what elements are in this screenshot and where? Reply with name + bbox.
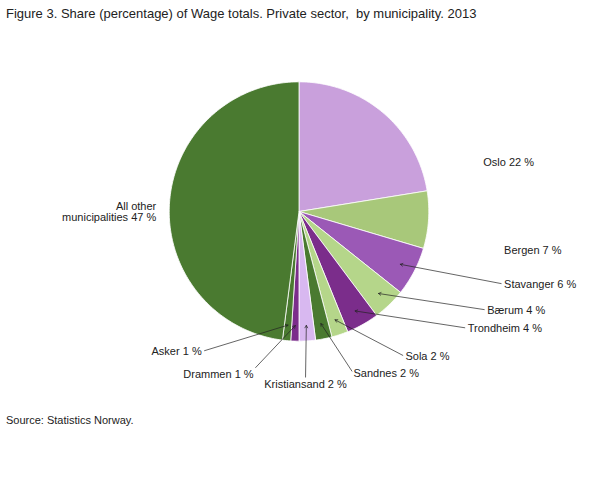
svg-text:Kristiansand 2 %: Kristiansand 2 % [264, 378, 347, 390]
html-text:Figure 3. Share (percentage) o: Figure 3. Share (percentage) of Wage tot… [6, 6, 477, 21]
svg-text:All othermunicipalities 47 %: All othermunicipalities 47 % [62, 200, 156, 223]
svg-text:Asker 1 %: Asker 1 % [152, 345, 202, 357]
svg-text:Oslo 22 %: Oslo 22 % [483, 156, 534, 168]
svg-text:Bærum 4 %: Bærum 4 % [487, 304, 545, 316]
svg-text:Sola 2 %: Sola 2 % [405, 350, 449, 362]
svg-text:Drammen 1 %: Drammen 1 % [183, 368, 254, 380]
html-text:Source: Statistics Norway.: Source: Statistics Norway. [6, 414, 134, 426]
svg-text:Stavanger 6 %: Stavanger 6 % [504, 278, 576, 290]
svg-text:Bergen 7 %: Bergen 7 % [504, 244, 562, 256]
svg-text:Sandnes 2 %: Sandnes 2 % [354, 367, 420, 379]
svg-text:Trondheim 4 %: Trondheim 4 % [468, 322, 542, 334]
